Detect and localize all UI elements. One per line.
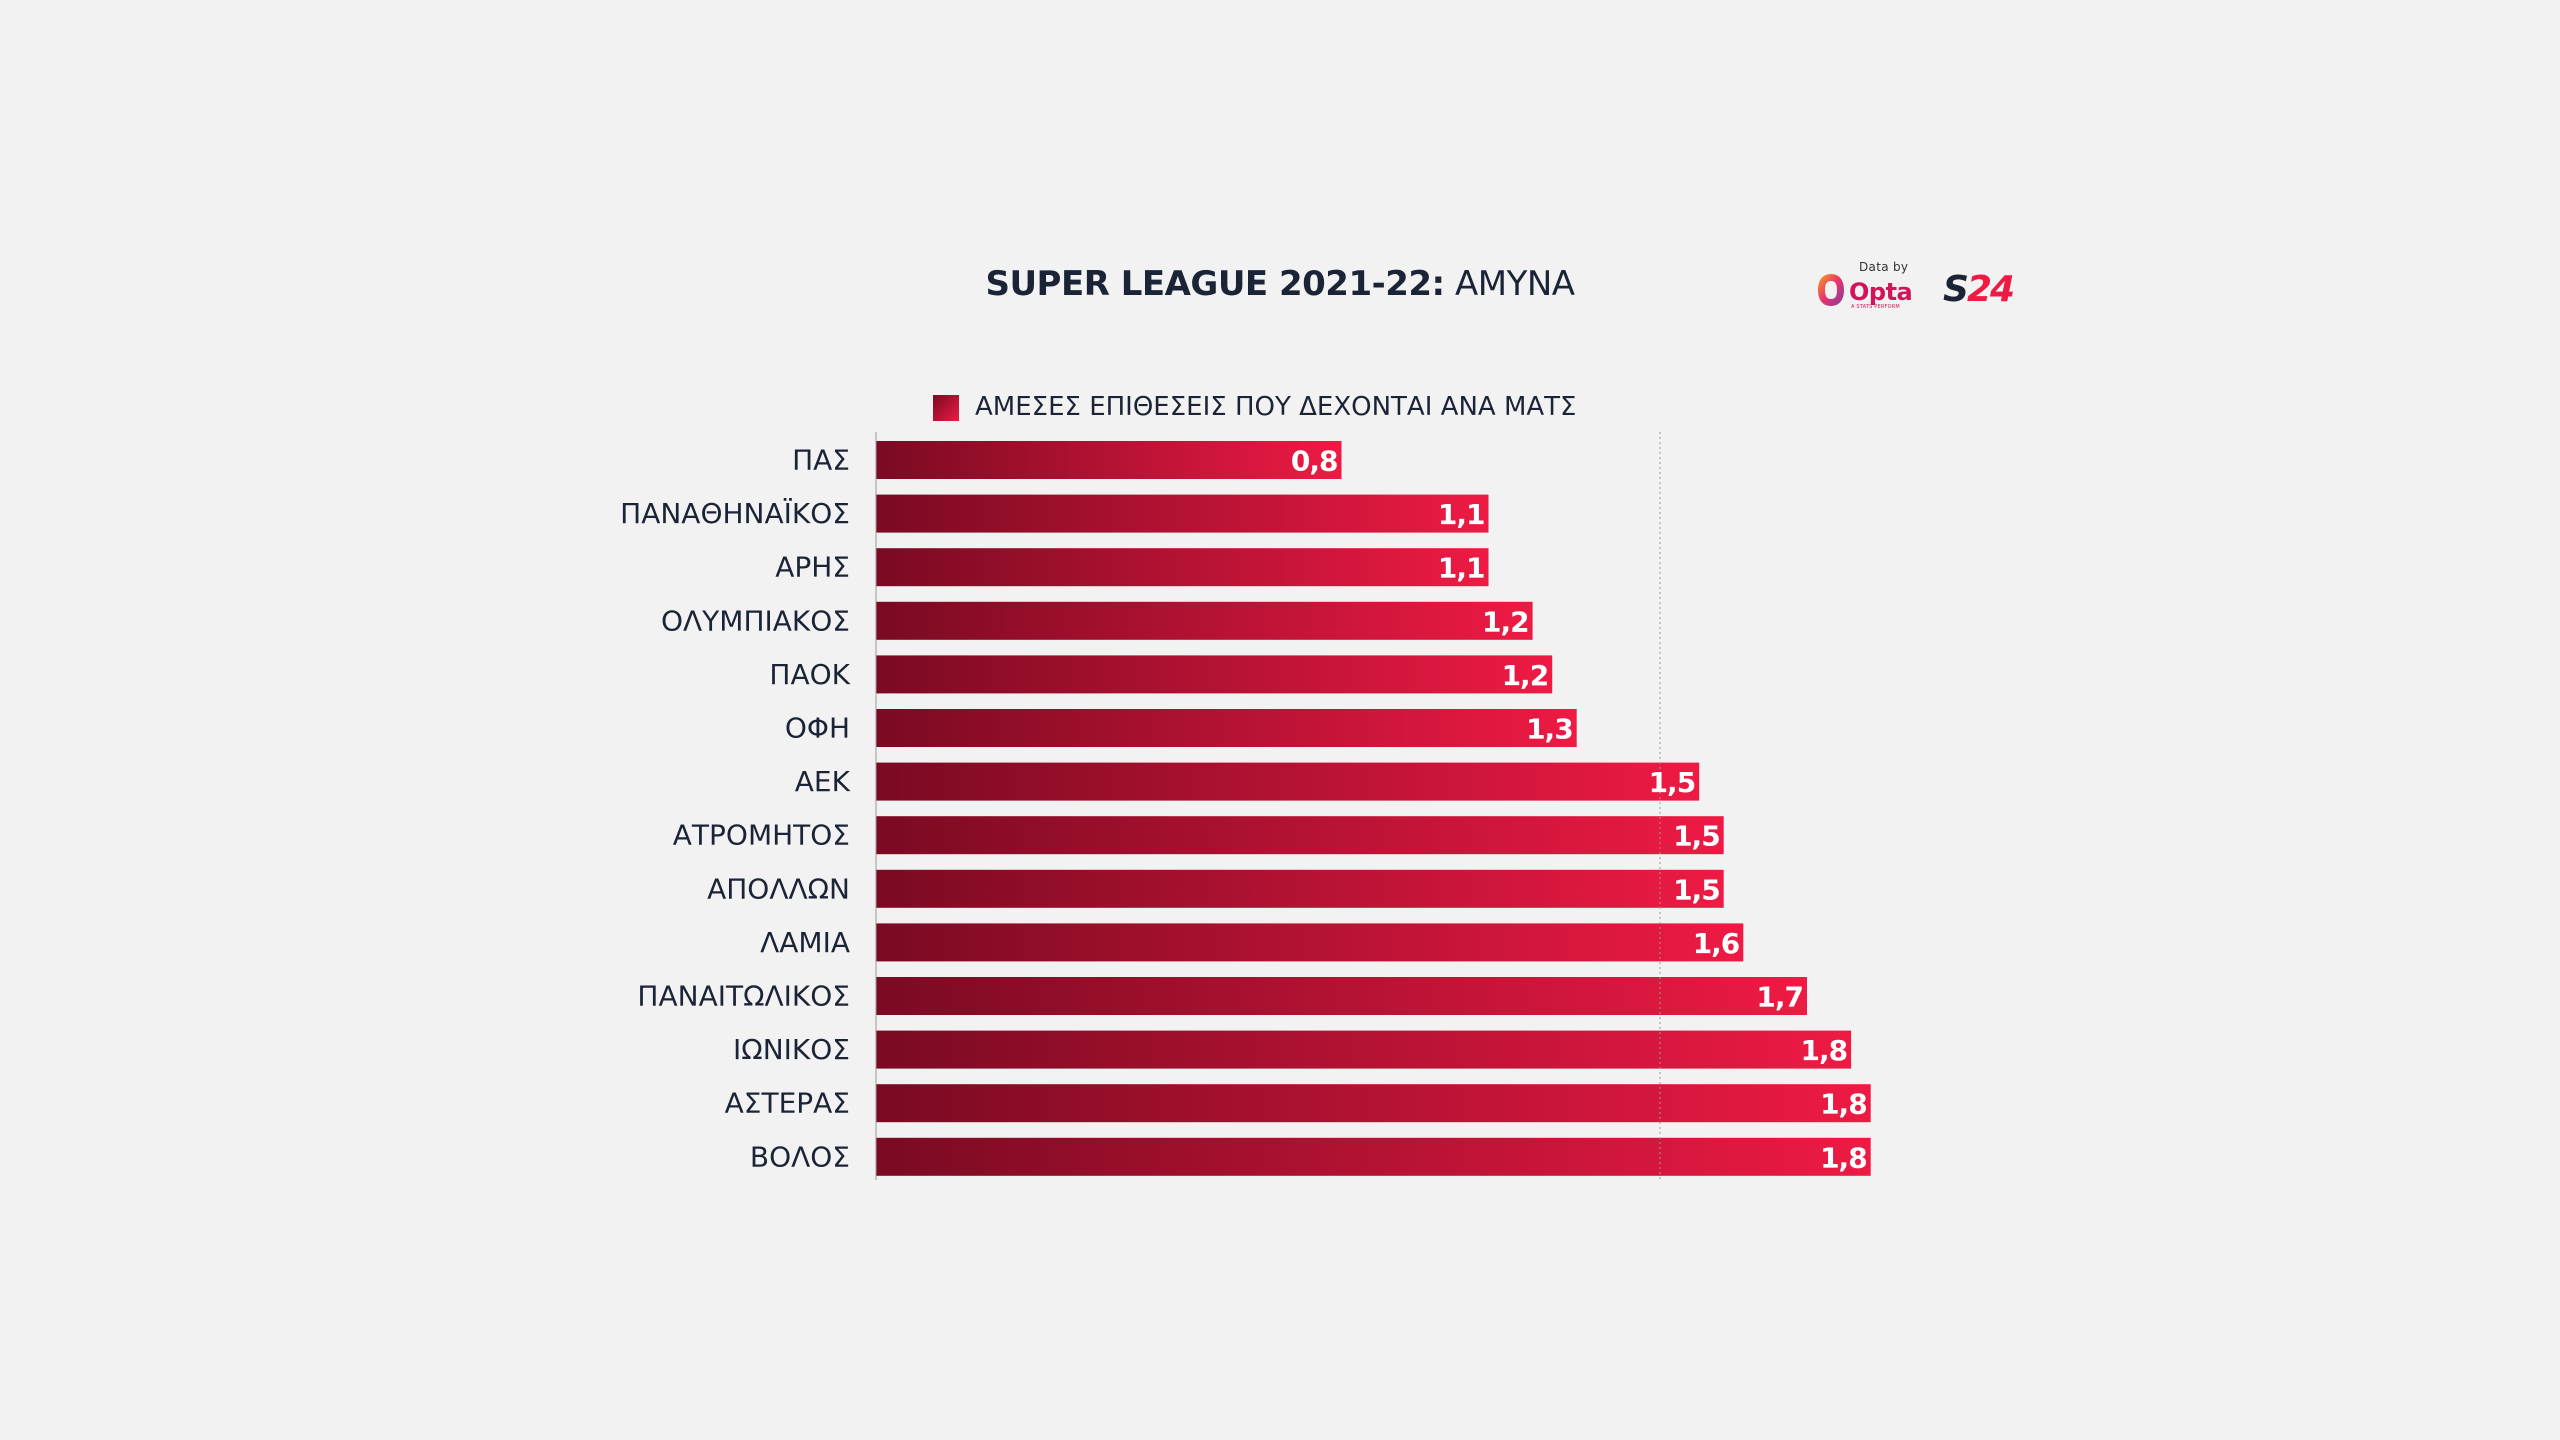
category-label: ΠΑΝΑΘΗΝΑΪΚΟΣ — [620, 497, 850, 530]
value-label: 1,8 — [1820, 1141, 1867, 1174]
value-label: 1,2 — [1502, 659, 1549, 692]
s24-number: 24 — [1966, 269, 2015, 310]
value-label: 1,8 — [1800, 1034, 1847, 1067]
value-label: 1,3 — [1526, 713, 1573, 746]
value-label: 1,6 — [1693, 927, 1740, 960]
opta-wordmark: Opta — [1849, 278, 1913, 306]
bar-6 — [876, 709, 1577, 747]
bar-8 — [876, 816, 1724, 855]
bar-12 — [876, 1030, 1852, 1069]
chart-title-bold: SUPER LEAGUE 2021-22: — [985, 264, 1445, 304]
bar-4 — [876, 601, 1533, 640]
value-label: 1,1 — [1438, 498, 1485, 531]
category-label: ΑΕΚ — [795, 765, 851, 798]
chart-title-light: ΑΜΥΝΑ — [1454, 264, 1575, 304]
labels-layer: ΠΑΣ 0,8 ΠΑΝΑΘΗΝΑΪΚΟΣ 1,1 ΑΡΗΣ 1,1 ΟΛΥΜΠΙΑΚΟΣ 1,… — [620, 444, 1868, 1175]
category-label: ΛΑΜΙΑ — [760, 926, 850, 959]
bar-7 — [876, 762, 1700, 801]
category-label: ΠΑΟΚ — [769, 658, 850, 691]
category-label: ΠΑΣ — [792, 444, 850, 477]
bar-5 — [876, 655, 1553, 694]
bar-10 — [876, 923, 1744, 962]
category-label: ΟΦΗ — [785, 712, 850, 745]
bar-13 — [876, 1084, 1871, 1123]
data-by-label: Data by — [1859, 260, 1909, 274]
value-label: 1,7 — [1756, 981, 1803, 1014]
opta-subtitle: A STATS PERFORM — [1851, 304, 1900, 310]
chart-title: SUPER LEAGUE 2021-22: ΑΜΥΝΑ — [800, 258, 1760, 310]
value-label: 1,5 — [1673, 873, 1720, 906]
bar-14 — [876, 1137, 1871, 1176]
category-label: ΙΩΝΙΚΟΣ — [733, 1033, 850, 1066]
bar-9 — [876, 869, 1724, 908]
category-label: ΑΤΡΟΜΗΤΟΣ — [673, 819, 850, 852]
category-label: ΒΟΛΟΣ — [750, 1140, 850, 1173]
category-label: ΠΑΝΑΙΤΩΛΙΚΟΣ — [637, 980, 850, 1013]
logos: Data by Opta A STATS PERFORM S24 — [1815, 260, 2025, 316]
bar-3 — [876, 548, 1489, 587]
value-label: 1,2 — [1482, 605, 1529, 638]
value-label: 1,8 — [1820, 1088, 1867, 1121]
opta-logo-icon — [1818, 274, 1844, 306]
value-label: 1,5 — [1649, 766, 1696, 799]
category-label: ΑΣΤΕΡΑΣ — [725, 1087, 850, 1120]
category-label: ΑΠΟΛΛΩΝ — [707, 872, 850, 905]
bar-2 — [876, 494, 1489, 533]
s24-logo: S24 — [1943, 269, 2015, 310]
bar-11 — [876, 977, 1807, 1015]
bar-1 — [876, 441, 1342, 479]
value-label: 1,1 — [1438, 552, 1485, 585]
value-label: 0,8 — [1291, 445, 1338, 478]
value-label: 1,5 — [1673, 820, 1720, 853]
legend-swatch — [933, 395, 959, 421]
legend-label: ΑΜΕΣΕΣ ΕΠΙΘΕΣΕΙΣ ΠΟΥ ΔΕΧΟΝΤΑΙ ΑΝΑ ΜΑΤΣ — [975, 392, 1577, 422]
category-label: ΑΡΗΣ — [775, 551, 850, 584]
category-label: ΟΛΥΜΠΙΑΚΟΣ — [661, 604, 850, 637]
bars-layer — [876, 441, 1871, 1176]
s24-letter: S — [1943, 269, 1969, 310]
